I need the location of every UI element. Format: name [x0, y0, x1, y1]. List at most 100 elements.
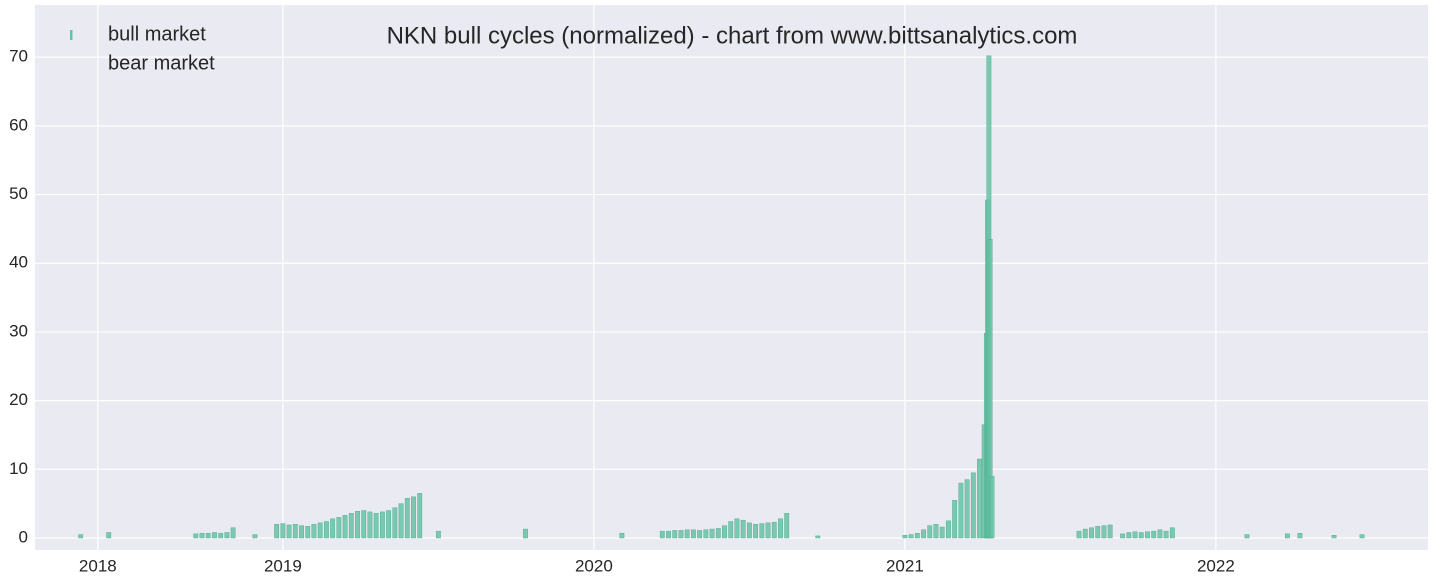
bar: [205, 532, 211, 539]
bar: [330, 518, 336, 539]
bar: [952, 500, 958, 539]
bar: [902, 535, 908, 539]
bar: [765, 522, 771, 539]
bar: [740, 519, 746, 539]
bar: [691, 529, 696, 539]
bar: [1359, 534, 1365, 539]
bar: [212, 532, 217, 539]
bar: [411, 496, 416, 539]
bar: [361, 510, 367, 539]
bar: [771, 521, 777, 539]
bar: [286, 524, 292, 539]
grid: [35, 5, 1428, 550]
x-tick-label: 2019: [264, 556, 302, 575]
bar: [977, 458, 982, 539]
bar: [274, 524, 280, 539]
bar: [722, 525, 727, 539]
x-tick-label: 2021: [886, 556, 924, 575]
bar: [678, 530, 684, 539]
x-tick-label: 2018: [79, 556, 117, 575]
legend-marker: [70, 59, 73, 69]
y-tick-label: 70: [9, 47, 28, 66]
bar: [224, 532, 230, 539]
bars: [78, 55, 1365, 539]
bar: [324, 521, 329, 539]
bar: [1101, 525, 1107, 539]
bar: [1331, 535, 1337, 539]
bar: [728, 521, 734, 539]
bar: [106, 532, 112, 539]
bar: [199, 532, 205, 539]
bar: [386, 510, 392, 539]
bar: [703, 529, 709, 539]
x-tick-label: 2020: [575, 556, 613, 575]
bar: [684, 529, 690, 539]
y-tick-label: 60: [9, 115, 28, 134]
plot-area: [35, 5, 1428, 550]
bar: [908, 534, 914, 539]
bar: [1120, 533, 1125, 539]
bar: [1089, 527, 1094, 539]
bar: [379, 511, 385, 539]
bar: [1107, 524, 1113, 539]
bar: [317, 522, 323, 539]
bar: [342, 515, 348, 539]
bar: [970, 472, 976, 539]
bar: [753, 524, 759, 539]
bar: [417, 493, 423, 539]
bar: [523, 528, 528, 539]
bar: [1145, 531, 1150, 539]
bar: [1082, 528, 1088, 539]
bar: [311, 524, 317, 539]
bar: [958, 482, 964, 539]
bar: [193, 533, 199, 539]
legend-label: bull market: [108, 23, 206, 45]
y-tick-label: 30: [9, 321, 28, 340]
bar: [619, 532, 625, 539]
bar: [715, 528, 721, 539]
bar: [1076, 530, 1082, 539]
bar: [1138, 532, 1144, 539]
bar: [435, 530, 441, 539]
bar: [348, 513, 354, 539]
bar: [292, 524, 298, 539]
y-tick-label: 40: [9, 253, 28, 272]
bar: [1244, 534, 1250, 539]
bar: [659, 530, 665, 539]
bar: [1169, 527, 1175, 539]
bar: [280, 523, 286, 539]
bar: [746, 522, 752, 539]
bar: [1297, 532, 1303, 539]
bar: [392, 507, 398, 539]
bar: [709, 528, 715, 539]
bar: [1157, 529, 1163, 539]
bar: [78, 534, 84, 539]
bar: [1132, 531, 1138, 539]
bar: [697, 530, 703, 539]
bar: [305, 526, 311, 539]
labels: 0 10 20 30 40 50 60 70 2018 2019 2020 2021 2022 bull …: [9, 23, 1235, 575]
bar: [734, 518, 740, 539]
bar: [778, 518, 783, 539]
bar: [666, 530, 671, 539]
bar: [404, 497, 410, 539]
bar: [921, 529, 926, 539]
bar: [672, 530, 678, 539]
legend-marker: [70, 30, 73, 40]
legend-label: bear market: [108, 52, 215, 74]
x-tick-label: 2022: [1197, 556, 1235, 575]
bar: [939, 526, 945, 539]
y-tick-label: 0: [19, 527, 28, 546]
bar: [989, 475, 995, 539]
y-tick-label: 50: [9, 184, 28, 203]
bar: [1163, 530, 1169, 539]
bar: [759, 523, 765, 539]
y-tick-label: 20: [9, 390, 28, 409]
bar: [299, 525, 304, 539]
chart-title: NKN bull cycles (normalized) - chart fro…: [387, 22, 1078, 49]
bar: [946, 520, 951, 539]
bar: [367, 511, 373, 539]
bar: [252, 534, 258, 539]
